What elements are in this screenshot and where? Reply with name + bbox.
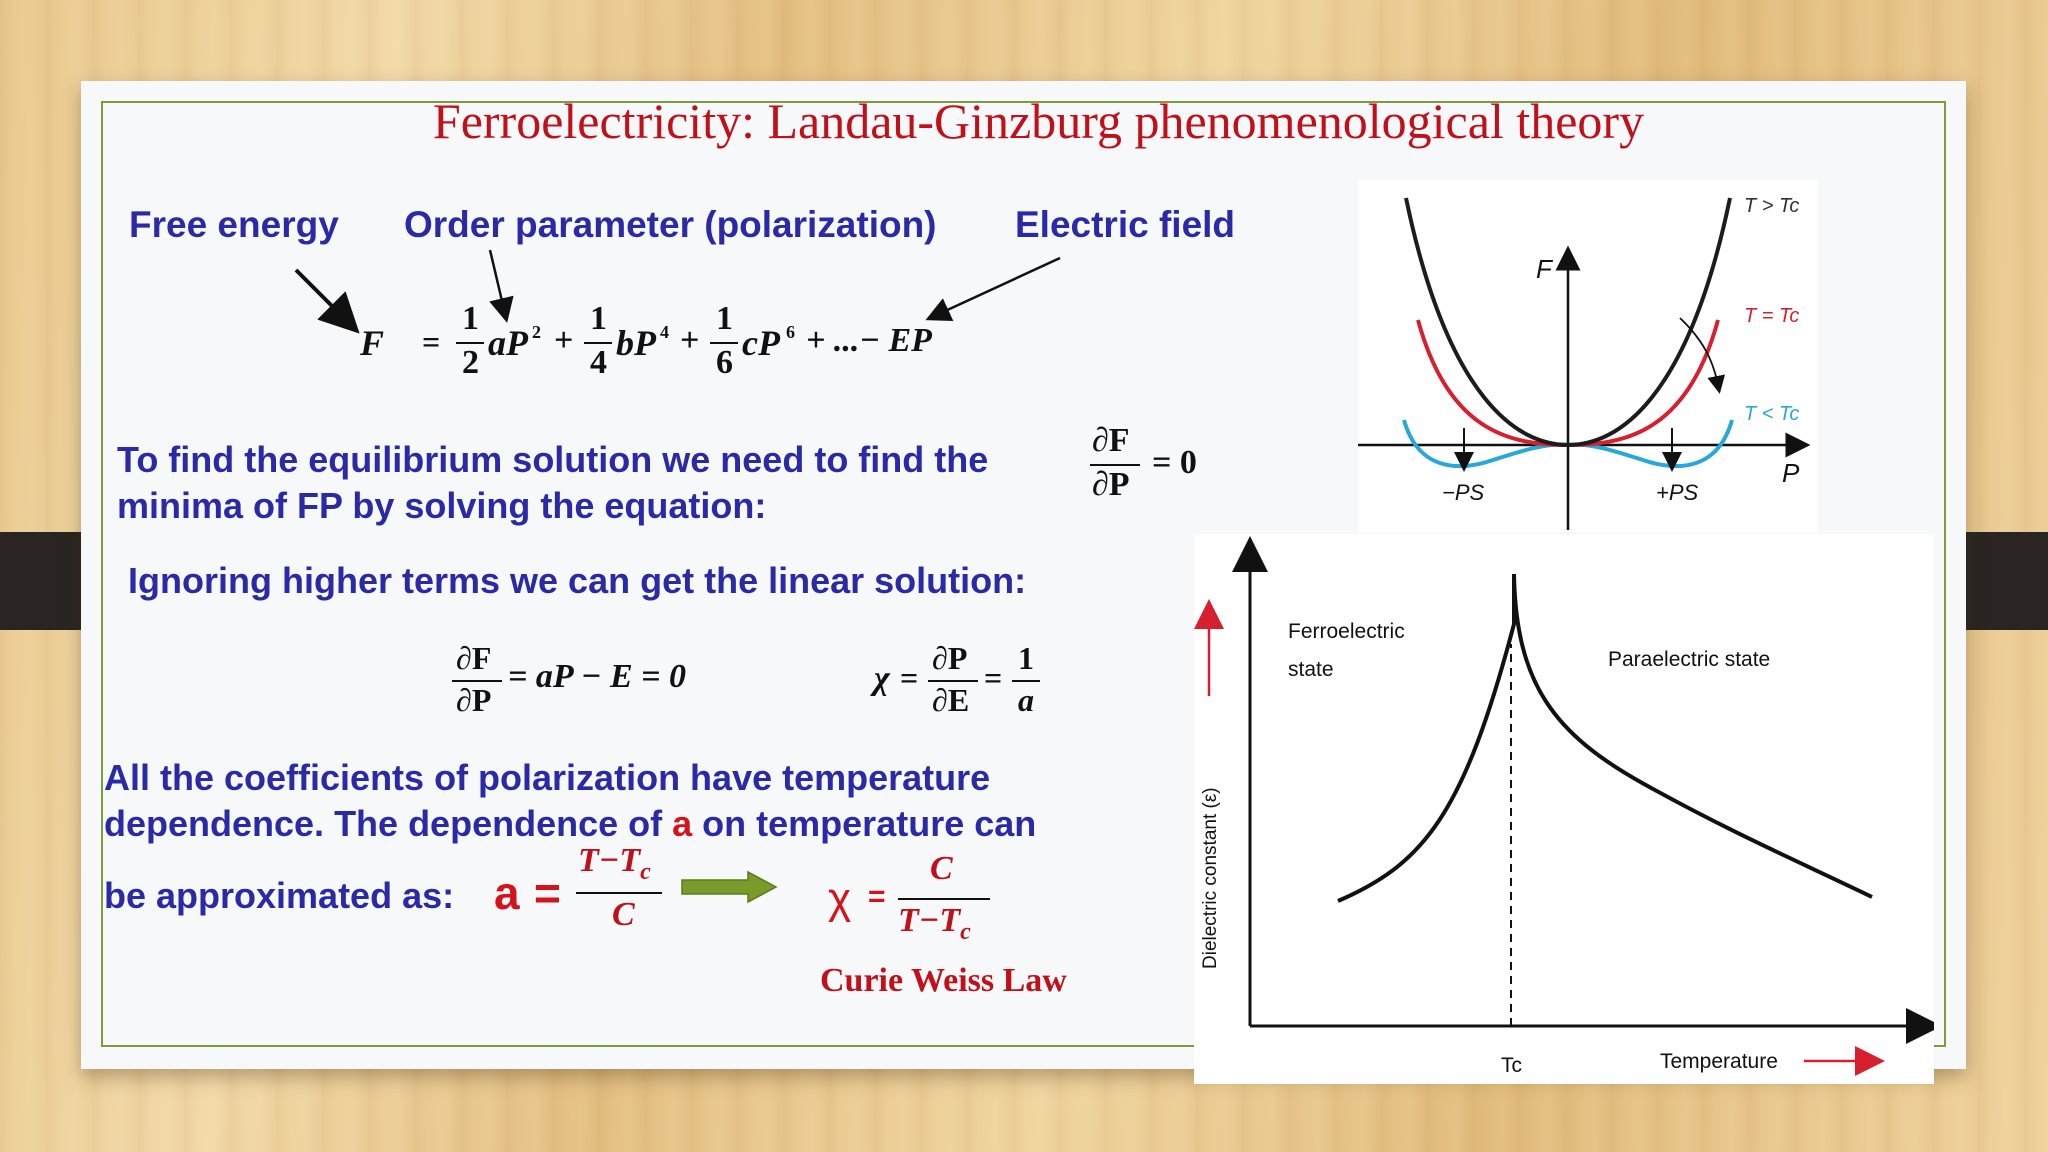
eq-plus2: + [680,322,700,359]
eq0-dP: ∂P [1092,466,1130,503]
cooling-arrow [1679,317,1726,394]
free-energy-arrow [294,268,360,334]
dielectric-curve [1337,573,1873,903]
dielectric-plot-background [1194,534,1934,1084]
eq0-zero: = 0 [1152,444,1197,481]
eq-equals: = [422,324,441,360]
chi-red-symbol: χ [828,874,852,923]
slide-border [101,101,1946,1047]
lin-bar [452,680,502,682]
chi-bar2 [1012,680,1040,682]
electric-field-label: Electric field [1015,204,1236,245]
lin-dF: ∂F [456,640,492,676]
curve-above-tc [1404,197,1732,448]
tc-label: Tc [1501,1054,1522,1077]
eq-frac3-den: 6 [716,344,733,381]
chi-curie-equation: χ = C T−Tc [826,850,1006,950]
eq-exp6: 6 [786,322,795,342]
eq-frac2-bar [584,342,612,344]
eq0-bar [1090,464,1140,466]
a-den: C [612,896,635,933]
susceptibility-equation: χ = ∂P ∂E = 1 a [872,640,1072,730]
f-axis-label: F [1536,254,1554,284]
chi-one: 1 [1018,640,1034,676]
ferroelectric-label-1: Ferroelectric [1288,620,1405,643]
eq-bP: bP [616,323,656,363]
a-num: T−Tc [578,842,651,886]
label-t-equal-tc: T = Tc [1744,305,1799,327]
chi-eq2: = [984,660,1003,696]
coefficients-line-2a: dependence. The dependence of [104,803,663,844]
a-equation: a = T−Tc C [492,842,682,942]
chi-bar1 [928,680,978,682]
coefficients-line-2: dependence. The dependence of a on tempe… [104,801,1036,847]
eq-F: F [360,323,385,363]
eq-frac1-den: 2 [462,344,479,381]
colon: : [442,875,455,916]
chi-a: a [1018,682,1034,718]
free-energy-label: Free energy [129,204,339,245]
label-arrows [294,249,1061,334]
ferroelectric-label-2: state [1288,658,1334,681]
chi-dE: ∂E [932,682,970,718]
a-symbol: a [494,867,520,919]
chi-dP: ∂P [932,640,968,676]
chi-frac-bar [898,898,990,900]
slide-title: Ferroelectricity: Landau-Ginzburg phenom… [432,93,1645,149]
dielectric-constant-plot: Dielectric constant (ε) Temperature Tc F… [1194,534,1934,1084]
coefficient-a-highlight: a [672,803,693,844]
eq-cP: cP [742,323,780,363]
a-num-text: T−T [578,842,641,879]
chi-den: T−Tc [898,902,971,946]
chi-eq1: = [900,660,919,696]
a-frac-bar [576,892,662,894]
lin-rest: = aP − E = 0 [508,658,687,695]
eq-frac2-den: 4 [590,344,607,381]
coefficients-line-2c: on temperature can [702,803,1037,844]
plus-ps-label: +PS [1656,480,1699,505]
p-axis-label: P [1782,458,1800,488]
chi-num: C [930,850,953,887]
coefficients-line-3: be approximated as: [104,873,454,919]
eq-exp4: 4 [660,322,669,342]
coefficients-line-3-text: be approximated as [104,875,443,916]
equilibrium-equation: ∂F ∂P = 0 [1090,422,1250,512]
electric-field-arrow [925,256,1061,321]
eq-frac1-bar [456,342,484,344]
temperature-label: Temperature [1660,1050,1778,1073]
eq-tail: + ...− EP [806,322,932,359]
order-parameter-arrow [488,249,514,323]
chi-symbol: χ [874,660,890,697]
linear-text: Ignoring higher terms we can get the lin… [128,560,1027,601]
eq-exp2: 2 [532,322,541,342]
curie-weiss-law-label: Curie Weiss Law [820,962,1067,999]
eq-frac3-bar [710,342,738,344]
a-equals: = [534,867,561,919]
chi-den-text: T−T [898,902,961,939]
eq-frac1-num: 1 [462,300,479,337]
linear-equation: ∂F ∂P = aP − E = 0 [452,640,752,730]
eq-aP: aP [488,323,528,363]
a-num-sub: c [640,858,651,885]
free-energy-plot: F P T > Tc T = Tc T < Tc −PS +PS [1358,180,1818,532]
green-right-arrow-icon [681,870,778,904]
coefficients-line-1: All the coefficients of polarization hav… [104,757,991,798]
paraelectric-label: Paraelectric state [1608,648,1770,671]
lin-dP: ∂P [456,682,492,718]
eq-plus1: + [554,322,574,359]
dielectric-ylabel: Dielectric constant (ε) [1200,787,1221,969]
label-t-below-tc: T < Tc [1744,403,1799,425]
chi-den-sub: c [960,918,971,945]
label-t-above-tc: T > Tc [1744,195,1799,217]
plot-background [1358,180,1818,532]
order-parameter-label: Order parameter (polarization) [404,204,937,245]
landau-equation: F = 1 2 aP 2 + 1 4 bP 4 + 1 6 cP 6 + ...… [350,300,970,390]
equilibrium-text: To find the equilibrium solution we need… [117,439,989,526]
eq0-dF: ∂F [1092,422,1130,459]
minus-ps-label: −PS [1442,480,1485,505]
eq-frac3-num: 1 [716,300,733,337]
chi-red-equals: = [868,880,886,913]
eq-frac2-num: 1 [590,300,607,337]
